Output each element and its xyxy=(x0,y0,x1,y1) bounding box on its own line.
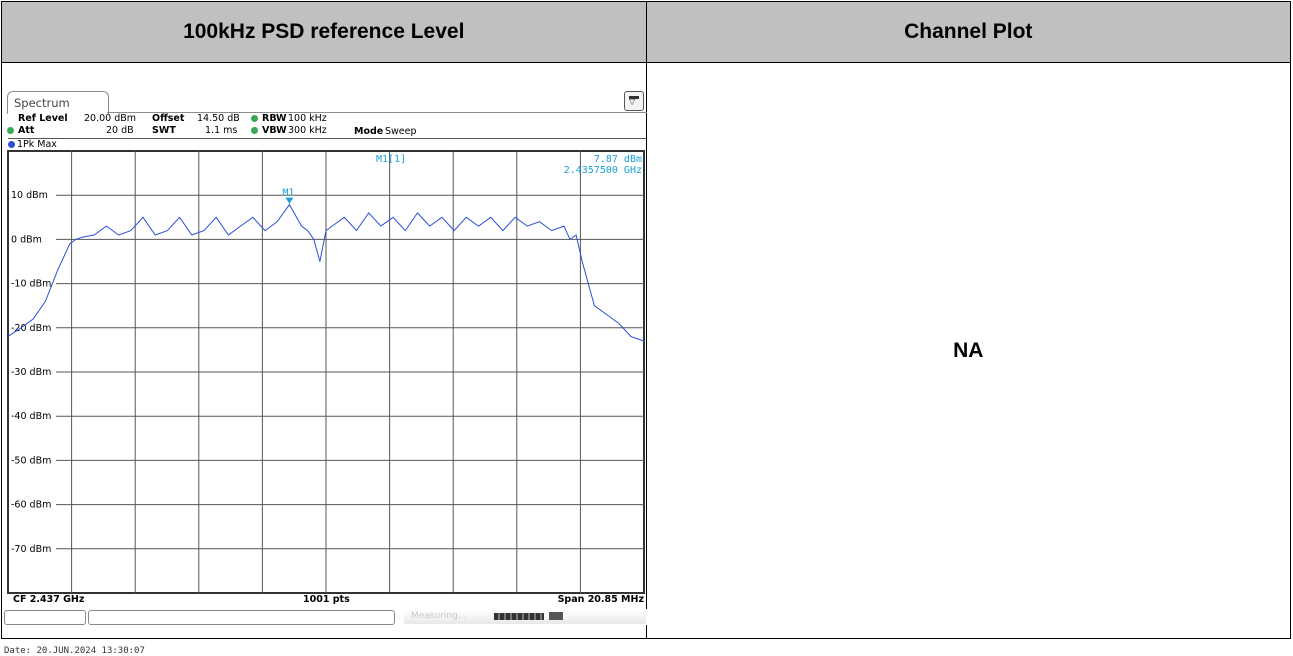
analyzer-screenshot-cell: Spectrum Ref Level 20.00 dBm Offset 14.5… xyxy=(1,62,648,656)
y-tick-label: -50 dBm xyxy=(11,455,51,466)
rbw-coupled-indicator xyxy=(251,115,258,122)
trace-indicator: 1Pk Max xyxy=(8,138,648,150)
mode-label: Mode xyxy=(354,126,384,137)
status-field-1 xyxy=(4,610,86,625)
progress-bar xyxy=(494,613,544,620)
swt-value: 1.1 ms xyxy=(205,125,238,136)
right-header: Channel Plot xyxy=(645,1,1291,63)
remote-icon xyxy=(549,612,563,620)
rbw-value: 100 kHz xyxy=(288,113,327,124)
spectrum-tab[interactable]: Spectrum xyxy=(7,91,109,114)
marker-label: M1 xyxy=(282,188,294,199)
y-tick-label: -60 dBm xyxy=(11,500,51,511)
y-tick-label: -20 dBm xyxy=(11,323,51,334)
marker-level: 7.87 dBm xyxy=(594,154,642,165)
vbw-label: VBW xyxy=(262,125,287,136)
marker-frequency: 2.4357500 GHz xyxy=(564,165,642,176)
swt-label: SWT xyxy=(152,125,176,136)
att-label: Att xyxy=(18,125,35,136)
y-tick-label: -40 dBm xyxy=(11,411,51,422)
ref-level-label: Ref Level xyxy=(18,113,68,124)
display-config-icon[interactable] xyxy=(624,91,644,111)
status-field-2 xyxy=(88,610,395,625)
status-bar: Measuring... xyxy=(4,609,648,625)
spectrum-plot: 10 dBm 0 dBm -10 dBm -20 dBm -30 dBm -40 dBm -… xyxy=(7,150,645,594)
ref-level-value: 20.00 dBm xyxy=(84,113,137,124)
y-tick-label: -30 dBm xyxy=(11,367,51,378)
marker-triangle-icon xyxy=(285,197,294,204)
y-tick-label: -70 dBm xyxy=(11,544,51,555)
att-coupled-indicator xyxy=(7,127,14,134)
plot-footer: CF 2.437 GHz 1001 pts Span 20.85 MHz xyxy=(8,594,644,606)
span-label: Span 20.85 MHz xyxy=(557,594,644,605)
channel-plot-cell: NA xyxy=(645,62,1291,639)
offset-value: 14.50 dB xyxy=(197,113,240,124)
spectrum-trace xyxy=(7,203,645,342)
left-header: 100kHz PSD reference Level xyxy=(1,1,647,63)
spectrum-tab-label: Spectrum xyxy=(14,96,70,110)
y-tick-label: -10 dBm xyxy=(11,279,51,290)
offset-label: Offset xyxy=(152,113,185,124)
vbw-value: 300 kHz xyxy=(288,125,327,136)
timestamp: Date: 20.JUN.2024 13:30:07 xyxy=(4,646,145,656)
vbw-coupled-indicator xyxy=(251,127,258,134)
center-frequency-label: CF 2.437 GHz xyxy=(13,594,85,605)
points-label: 1001 pts xyxy=(303,594,350,605)
tab-divider xyxy=(107,112,648,113)
y-tick-label: 10 dBm xyxy=(11,190,48,201)
att-value: 20 dB xyxy=(106,125,134,136)
spectrum-screenshot: Spectrum Ref Level 20.00 dBm Offset 14.5… xyxy=(4,91,648,656)
y-tick-label: 0 dBm xyxy=(11,234,42,245)
rbw-label: RBW xyxy=(262,113,287,124)
channel-plot-value: NA xyxy=(953,338,984,362)
mode-value: Sweep xyxy=(385,126,417,137)
measuring-status: Measuring... xyxy=(411,611,467,621)
trace-label: 1Pk Max xyxy=(17,139,57,150)
marker-readout-label: M1[1] xyxy=(376,154,406,165)
trace-dot-icon xyxy=(8,141,15,148)
